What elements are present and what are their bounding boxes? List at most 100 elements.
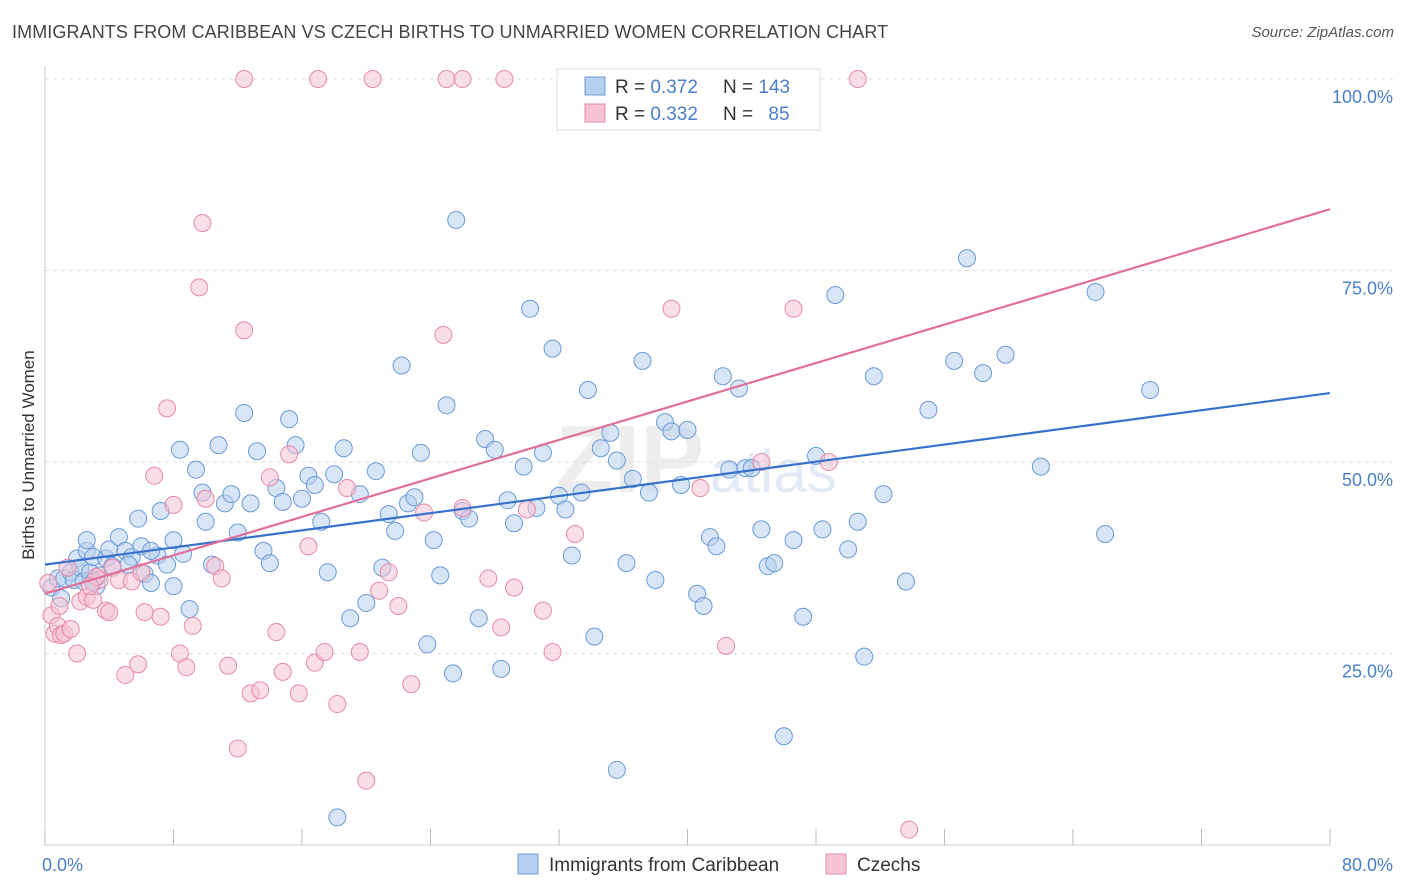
legend-n-value: 143 [758, 77, 790, 98]
data-point-czechs [289, 684, 308, 703]
data-point-caribbean [293, 489, 311, 508]
data-point-czechs [543, 642, 562, 661]
data-point-czechs [273, 662, 292, 681]
data-point-czechs [848, 70, 867, 88]
stats-legend: R = 0.372 N = 143 R = 0.332 N = 85 [556, 68, 821, 131]
data-point-caribbean [874, 485, 893, 504]
data-point-caribbean [578, 380, 597, 399]
data-point-czechs [280, 445, 299, 464]
data-point-caribbean [241, 494, 260, 513]
series-legend: Immigrants from Caribbean Czechs [517, 853, 920, 876]
data-point-czechs [116, 665, 135, 684]
data-point-caribbean [325, 465, 344, 484]
data-point-czechs [479, 569, 498, 588]
data-point-caribbean [392, 356, 411, 375]
data-point-caribbean [260, 554, 279, 573]
data-point-czechs [58, 558, 77, 577]
data-point-caribbean [639, 483, 658, 502]
data-point-czechs [717, 636, 736, 655]
svg-text:R = 0.372: R = 0.372 [615, 77, 698, 98]
data-point-czechs [328, 695, 347, 714]
axes [44, 66, 1331, 846]
data-point-czechs [267, 623, 286, 642]
data-point-czechs [151, 607, 170, 626]
data-point-czechs [350, 642, 369, 661]
data-point-czechs [389, 597, 408, 616]
data-point-caribbean [186, 460, 205, 479]
data-point-caribbean [543, 339, 562, 358]
data-point-caribbean [164, 577, 183, 596]
data-point-caribbean [222, 485, 241, 504]
data-point-czechs [251, 681, 270, 700]
y-tick-label: 75.0% [1342, 279, 1393, 299]
tick-labels: 25.0% 50.0% 75.0% 100.0% 0.0% 80.0% [42, 87, 1393, 875]
data-point-caribbean [617, 554, 636, 573]
y-tick-label: 25.0% [1342, 662, 1393, 682]
trend-lines [44, 208, 1331, 595]
data-point-czechs [145, 466, 164, 485]
data-point-caribbean [443, 664, 462, 683]
data-point-czechs [235, 70, 254, 88]
svg-text:N = 85: N = 85 [723, 104, 790, 125]
data-point-caribbean [752, 520, 771, 539]
data-point-czechs [158, 399, 177, 418]
data-point-czechs [219, 656, 238, 675]
data-point-caribbean [129, 509, 148, 528]
data-point-caribbean [505, 514, 524, 533]
data-point-caribbean [411, 443, 430, 462]
data-point-caribbean [896, 572, 915, 591]
data-point-caribbean [318, 563, 337, 582]
data-point-caribbean [707, 537, 726, 556]
data-point-czechs [337, 479, 356, 498]
chart-source: Source: ZipAtlas.com [1251, 24, 1394, 41]
data-point-caribbean [826, 286, 845, 305]
data-point-czechs [61, 619, 80, 638]
data-point-caribbean [713, 367, 732, 386]
data-point-caribbean [607, 451, 626, 470]
data-point-caribbean [1086, 282, 1105, 301]
watermark: ZIP atlas [555, 406, 837, 513]
data-point-czechs [177, 658, 196, 677]
trend-line-czechs [44, 208, 1331, 595]
data-point-caribbean [694, 597, 713, 616]
data-point-caribbean [974, 364, 993, 383]
data-point-caribbean [305, 475, 324, 494]
data-point-caribbean [607, 760, 626, 779]
data-point-caribbean [633, 351, 652, 370]
data-point-caribbean [1141, 380, 1160, 399]
data-point-caribbean [855, 647, 874, 666]
legend-swatch-czechs [584, 103, 606, 123]
data-point-caribbean [498, 491, 517, 510]
legend-swatch-caribbean [584, 76, 606, 96]
legend-label-czechs: Czechs [857, 855, 920, 876]
data-point-czechs [39, 574, 58, 593]
data-point-caribbean [720, 460, 739, 479]
y-tick-label: 100.0% [1332, 87, 1393, 107]
data-point-czechs [379, 563, 398, 582]
data-point-caribbean [196, 512, 215, 531]
data-point-caribbean [341, 609, 360, 628]
data-point-czechs [437, 70, 456, 88]
data-point-czechs [183, 616, 202, 635]
data-point-caribbean [492, 659, 511, 678]
legend-r-value: 0.372 [650, 77, 698, 98]
data-point-caribbean [514, 457, 533, 476]
data-point-czechs [164, 495, 183, 514]
data-point-caribbean [646, 570, 665, 589]
data-point-czechs [309, 70, 328, 88]
data-point-czechs [691, 479, 710, 498]
data-point-czechs [315, 642, 334, 661]
series-czechs-points [39, 70, 919, 839]
data-point-caribbean [437, 396, 456, 415]
data-point-caribbean [662, 422, 681, 441]
trend-line-caribbean [44, 391, 1331, 566]
data-point-caribbean [312, 512, 331, 531]
data-point-czechs [235, 321, 254, 340]
data-point-caribbean [209, 436, 228, 455]
data-point-caribbean [248, 442, 267, 461]
legend-n-label: N = [723, 104, 758, 125]
data-point-czechs [363, 70, 382, 88]
legend-swatch-caribbean [517, 853, 539, 875]
data-point-caribbean [280, 410, 299, 429]
